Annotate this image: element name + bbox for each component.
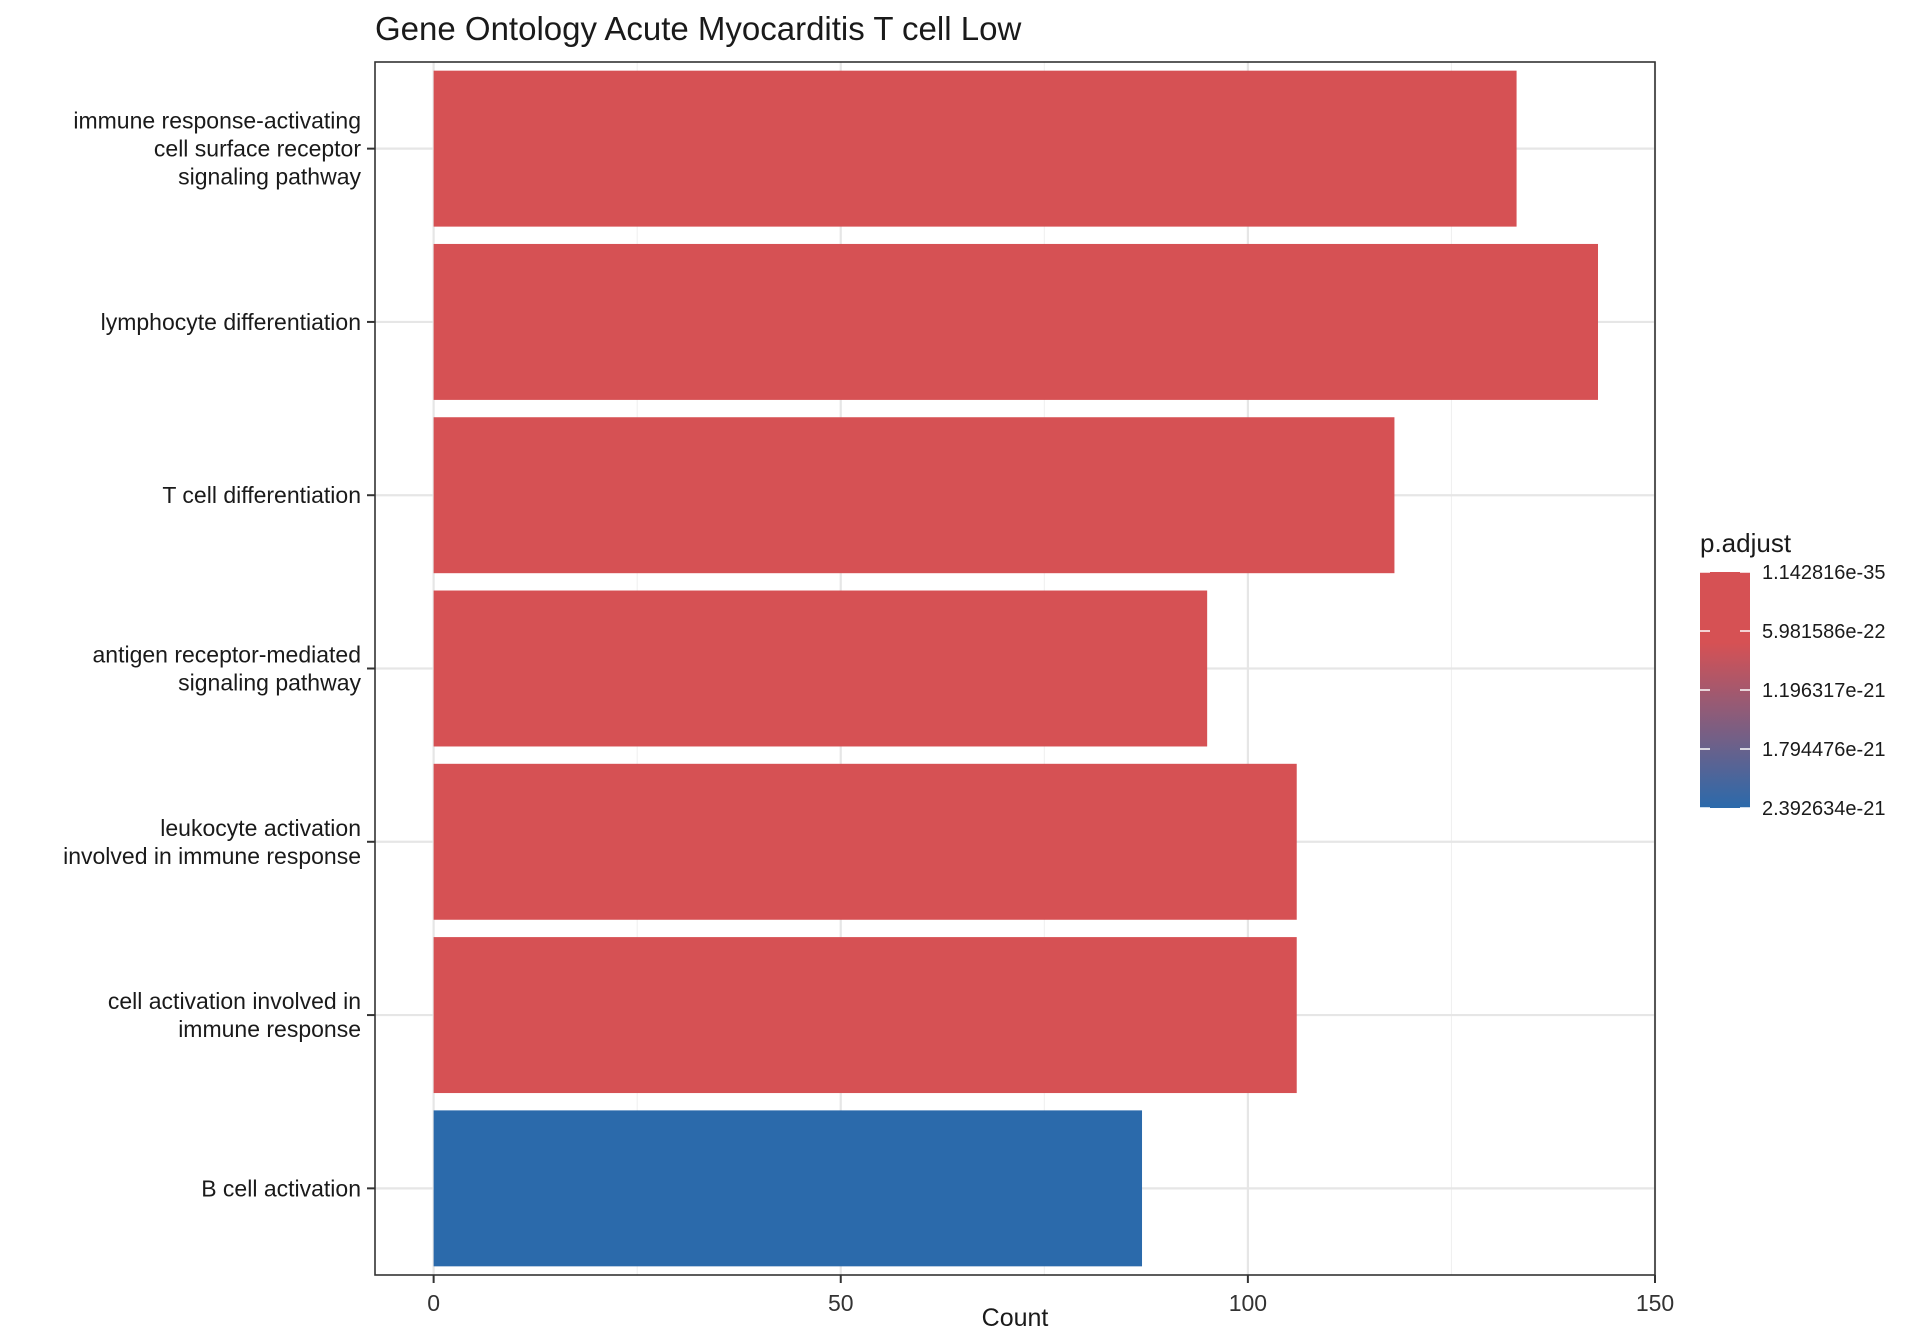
y-tick-label: leukocyte activation involved in immune r…: [63, 815, 361, 869]
bar: [433, 590, 1208, 747]
bar: [433, 937, 1297, 1094]
y-tick-label: B cell activation: [201, 1175, 361, 1201]
x-tick-label: 150: [1636, 1290, 1674, 1316]
x-axis: 0 50 100 150: [427, 1275, 1674, 1316]
legend-tick-label: 1.196317e-21: [1762, 680, 1885, 702]
y-tick-label: antigen receptor-mediated signaling pathw…: [93, 642, 362, 696]
x-axis-label: Count: [982, 1304, 1049, 1332]
bar: [433, 417, 1395, 574]
bar: [433, 70, 1517, 227]
y-tick-label: T cell differentiation: [162, 482, 361, 508]
legend-ticks: 1.142816e-35 5.981586e-22 1.196317e-21 1.79…: [1700, 562, 1885, 820]
y-axis: immune response-activating cell surface r…: [63, 108, 375, 1201]
y-tick-label: immune response-activating cell surface r…: [73, 108, 361, 190]
y-tick-label: lymphocyte differentiation: [101, 309, 361, 335]
x-tick-label: 50: [828, 1290, 854, 1316]
x-tick-label: 0: [427, 1290, 440, 1316]
bar: [433, 243, 1599, 400]
legend-tick-label: 2.392634e-21: [1762, 798, 1885, 820]
legend: p.adjust 1.142816e-35 5.981586e-22 1.19631…: [1700, 528, 1885, 820]
bar: [433, 763, 1297, 920]
legend-title: p.adjust: [1700, 528, 1792, 558]
bars: [433, 70, 1599, 1267]
x-tick-label: 100: [1229, 1290, 1267, 1316]
chart-title: Gene Ontology Acute Myocarditis T cell L…: [375, 10, 1021, 47]
bar: [433, 1110, 1143, 1267]
legend-tick-label: 5.981586e-22: [1762, 621, 1885, 643]
legend-tick-label: 1.794476e-21: [1762, 739, 1885, 761]
legend-tick-label: 1.142816e-35: [1762, 562, 1885, 584]
y-tick-label: cell activation involved in immune respon…: [108, 988, 361, 1042]
